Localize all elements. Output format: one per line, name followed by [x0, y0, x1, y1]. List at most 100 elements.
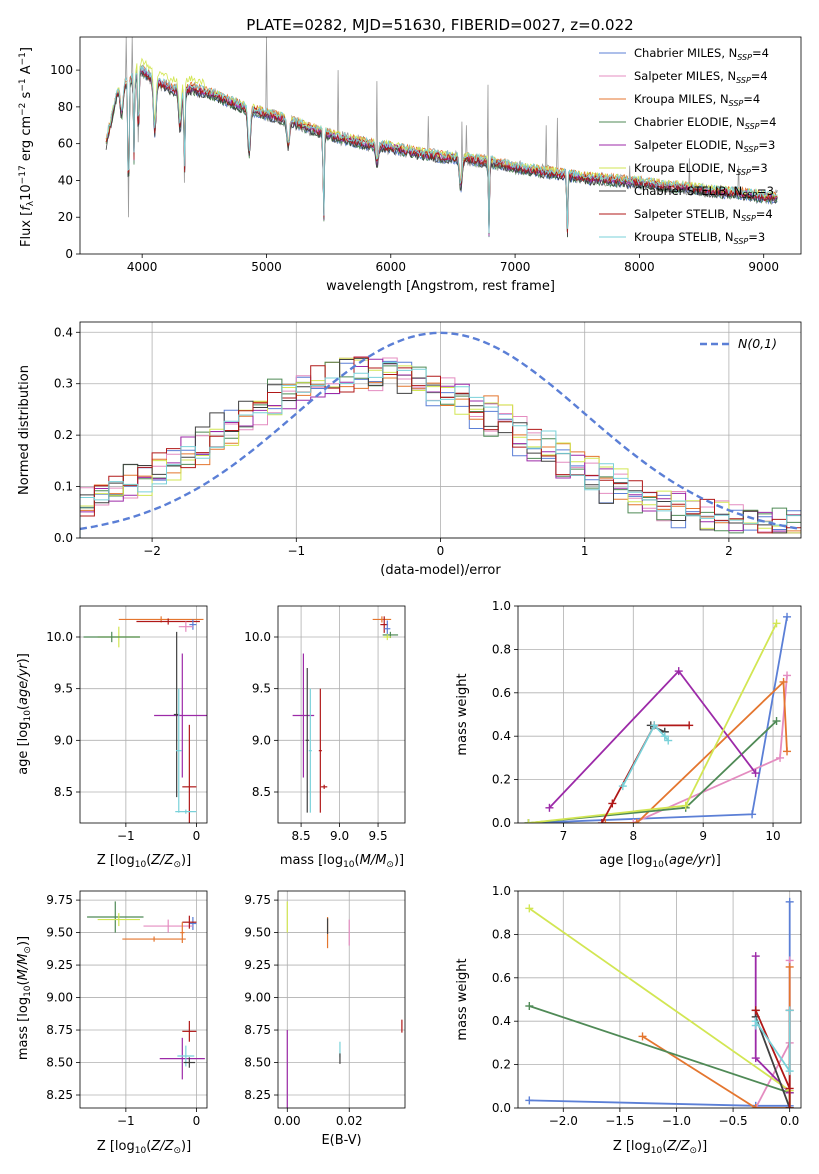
age_vs_mass-points [292, 616, 399, 813]
spectrum-xtick-label: 7000 [500, 260, 531, 274]
weight-vs-age-panel: age [log10(age/yr)] 7 8 9 10 0.0 0.2 0.4 0.6 0.8… [455, 599, 802, 870]
mass_vs_Z-xtick-label: 0 [193, 1114, 201, 1128]
weight_vs_age-xtick-label: 7 [560, 829, 568, 843]
spectrum-xtick-label: 9000 [748, 260, 779, 274]
spectrum-model-line [105, 64, 778, 234]
mass_vs_ebv-ytick-label: 8.25 [244, 1088, 271, 1102]
legend-label: Kroupa ELODIE, NSSP=3 [634, 161, 768, 177]
mass_vs_Z-ytick-label: 9.75 [46, 893, 73, 907]
weight_vs_Z-ytick-label: 0.0 [492, 1101, 511, 1115]
weight_vs_Z-ytick-label: 0.8 [492, 927, 511, 941]
age_vs_Z-points [83, 616, 207, 823]
spectrum-ytick-label: 60 [58, 137, 73, 151]
mass_vs_Z-ytick-label: 9.50 [46, 926, 73, 940]
spectrum-xtick-label: 4000 [127, 260, 158, 274]
weight_vs_age-ytick-label: 1.0 [492, 599, 511, 613]
weight_vs_Z-ytick-label: 1.0 [492, 884, 511, 898]
age-vs-Z-xlabel: Z [log10(Z/Z⊙)] [97, 853, 191, 870]
weight-vs-age-xlabel: age [log10(age/yr)] [599, 853, 721, 870]
legend-label: Salpeter ELODIE, NSSP=3 [634, 138, 775, 154]
age-vs-mass-panel: mass [log10(M/M⊙)] 8.5 9.0 9.5 8.5 9.0 9.5 10.… [244, 605, 406, 870]
spectrum-ytick-label: 100 [50, 63, 73, 77]
mass-vs-Z-ylabel: mass [log10(M/M⊙)] [16, 936, 33, 1060]
age_vs_mass-ytick-label: 9.5 [252, 682, 271, 696]
mass_vs_ebv-xtick-label: 0.00 [274, 1114, 301, 1128]
weight_vs_age-ytick-label: 0.6 [492, 686, 511, 700]
weight_vs_Z-ytick-label: 0.4 [492, 1014, 511, 1028]
mass_vs_ebv-ytick-label: 9.25 [244, 958, 271, 972]
mass_vs_ebv-xtick-label: 0.02 [336, 1114, 363, 1128]
spectrum-ytick-label: 20 [58, 210, 73, 224]
figure-title: PLATE=0282, MJD=51630, FIBERID=0027, z=0… [246, 16, 633, 34]
age_vs_mass-ytick-label: 8.5 [252, 785, 271, 799]
weight_vs_age-frame [517, 605, 802, 824]
residual-hist-line [80, 356, 801, 538]
mass_vs_Z-ytick-label: 8.25 [46, 1088, 73, 1102]
spectrum-ylabel: Flux [fλ10−17 erg cm−2 s−1 A−1] [18, 47, 36, 247]
legend-label: Kroupa STELIB, NSSP=3 [634, 230, 765, 246]
mass_vs_ebv-points [286, 901, 403, 1108]
weight_vs_age-xtick-label: 9 [699, 829, 707, 843]
weight_vs_Z-frame [517, 890, 802, 1109]
weight_vs_Z-xtick-label: −1.0 [662, 1114, 691, 1128]
residuals-xtick-label: 2 [725, 544, 733, 558]
residuals-ytick-label: 0.2 [54, 428, 73, 442]
age_vs_Z-ytick-label: 10.0 [46, 630, 73, 644]
weight_vs_age-ylabel: mass weight [455, 673, 470, 755]
gaussian-legend-label: N(0,1) [738, 336, 777, 351]
residuals-xtick-label: −1 [287, 544, 305, 558]
residuals-ytick-label: 0.3 [54, 377, 73, 391]
weight_vs_age-ytick-label: 0.4 [492, 729, 511, 743]
weight_vs_age-xtick-label: 10 [765, 829, 780, 843]
age_vs_Z-xtick-label: 0 [193, 829, 201, 843]
mass_vs_ebv-ytick-label: 9.00 [244, 991, 271, 1005]
age_vs_Z-ytick-label: 8.5 [54, 785, 73, 799]
spectrum-frame [79, 36, 802, 255]
age_vs_mass-xtick-label: 9.5 [369, 829, 388, 843]
spectrum-ytick-label: 0 [65, 247, 73, 261]
gaussian-curve [80, 331, 801, 531]
residual-hist-line [80, 362, 801, 538]
age_vs_mass-ytick-label: 9.0 [252, 733, 271, 747]
age_vs_Z-xtick-label: −1 [117, 829, 135, 843]
age_vs_mass-ytick-label: 10.0 [244, 630, 271, 644]
mass_vs_ebv-ytick-label: 9.75 [244, 893, 271, 907]
residuals-ylabel: Normed distribution [17, 365, 32, 495]
weight-vs-metallicity-panel: Z [log10(Z/Z⊙)] −2.0 −1.5 −1.0 −0.5 0.0 0.0 0.… [455, 884, 802, 1156]
age-vs-mass-xlabel: mass [log10(M/M⊙)] [280, 853, 404, 870]
mass_vs_Z-points [87, 901, 205, 1080]
mass_vs_Z-ytick-label: 9.00 [46, 991, 73, 1005]
weight_vs_Z-xtick-label: −1.5 [605, 1114, 634, 1128]
age_vs_Z-ytick-label: 9.5 [54, 682, 73, 696]
mass_vs_ebv-frame [277, 890, 406, 1109]
mass_vs_Z-frame [79, 890, 208, 1109]
mass_vs_Z-ytick-label: 9.25 [46, 958, 73, 972]
spectrum-xtick-label: 5000 [251, 260, 282, 274]
mass_vs_Z-ytick-label: 8.75 [46, 1023, 73, 1037]
weight_vs_age-xtick-label: 8 [629, 829, 637, 843]
age_vs_mass-xtick-label: 9.0 [330, 829, 349, 843]
age-vs-Z-ylabel: age [log10(age/yr)] [16, 653, 33, 775]
weight_vs_Z-ytick-label: 0.2 [492, 1058, 511, 1072]
residuals-xtick-label: −2 [143, 544, 161, 558]
weight_vs_Z-xtick-label: −2.0 [549, 1114, 578, 1128]
mass-vs-metallicity-panel: mass [log10(M/M⊙)] Z [log10(Z/Z⊙)] −1 0 8.… [16, 890, 208, 1156]
legend-label: Chabrier STELIB, NSSP=3 [634, 184, 774, 200]
mass_vs_ebv-ytick-label: 9.50 [244, 926, 271, 940]
age_vs_Z-frame [79, 605, 208, 824]
age_vs_mass-frame [277, 605, 406, 824]
weight_vs_age-ytick-label: 0.8 [492, 642, 511, 656]
residuals-panel: −2 −1 0 1 2 0.0 0.1 0.2 0.3 0.4 (data-model)/error… [17, 321, 802, 578]
weight-vs-Z-xlabel: Z [log10(Z/Z⊙)] [613, 1139, 707, 1156]
mass-vs-Z-xlabel: Z [log10(Z/Z⊙)] [97, 1139, 191, 1156]
weight_vs_Z-xtick-label: −0.5 [719, 1114, 748, 1128]
age_vs_Z-ytick-label: 9.0 [54, 733, 73, 747]
residuals-xtick-label: 1 [581, 544, 589, 558]
legend-label: Chabrier ELODIE, NSSP=4 [634, 115, 776, 131]
mass_vs_Z-ytick-label: 8.50 [46, 1056, 73, 1070]
spectrum-model-line [105, 72, 778, 237]
legend-label: Salpeter MILES, NSSP=4 [634, 69, 768, 85]
weight_vs_age-series [524, 612, 792, 823]
residuals-ytick-label: 0.1 [54, 480, 73, 494]
